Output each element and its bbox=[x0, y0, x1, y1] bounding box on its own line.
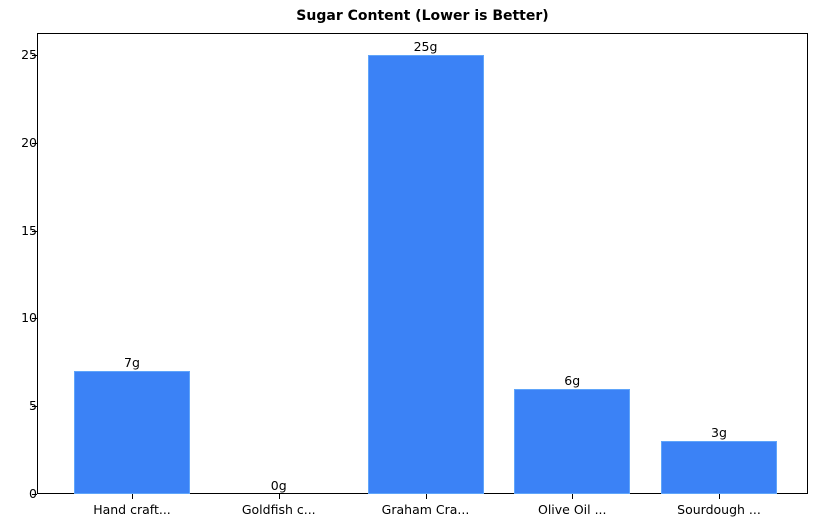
bar bbox=[367, 54, 484, 494]
x-tick bbox=[425, 494, 427, 499]
y-tick-label: 10 bbox=[21, 310, 37, 326]
x-tick bbox=[719, 494, 720, 499]
bar-value-label: 0g bbox=[270, 478, 287, 493]
y-tick-label: 5 bbox=[29, 398, 37, 414]
x-tick-label: Goldfish c... bbox=[241, 502, 316, 517]
y-tick bbox=[32, 54, 37, 56]
x-tick-label: Olive Oil ... bbox=[537, 502, 607, 517]
bar-value-label: 7g bbox=[124, 355, 140, 371]
x-tick-label: Hand craft... bbox=[93, 502, 171, 517]
y-tick-label: 25 bbox=[21, 46, 37, 62]
bar bbox=[74, 371, 190, 494]
bar-value-label: 25g bbox=[413, 38, 438, 54]
y-tick-label: 0 bbox=[29, 486, 37, 501]
x-tick-label: Graham Cra... bbox=[381, 502, 470, 517]
chart-title: Sugar Content (Lower is Better) bbox=[296, 8, 549, 24]
bar bbox=[514, 388, 631, 494]
y-tick bbox=[32, 494, 37, 495]
y-tick bbox=[32, 142, 37, 144]
bar-value-label: 6g bbox=[564, 372, 581, 388]
y-tick-label: 15 bbox=[21, 222, 37, 238]
bar bbox=[661, 441, 777, 494]
y-tick bbox=[32, 230, 37, 232]
x-tick bbox=[132, 494, 133, 499]
y-tick bbox=[32, 318, 37, 320]
bar-value-label: 3g bbox=[711, 425, 727, 441]
y-tick-label: 20 bbox=[21, 134, 37, 150]
y-tick bbox=[32, 406, 37, 408]
x-tick bbox=[572, 494, 574, 499]
x-tick-label: Sourdough ... bbox=[677, 502, 761, 517]
x-tick bbox=[278, 494, 280, 499]
